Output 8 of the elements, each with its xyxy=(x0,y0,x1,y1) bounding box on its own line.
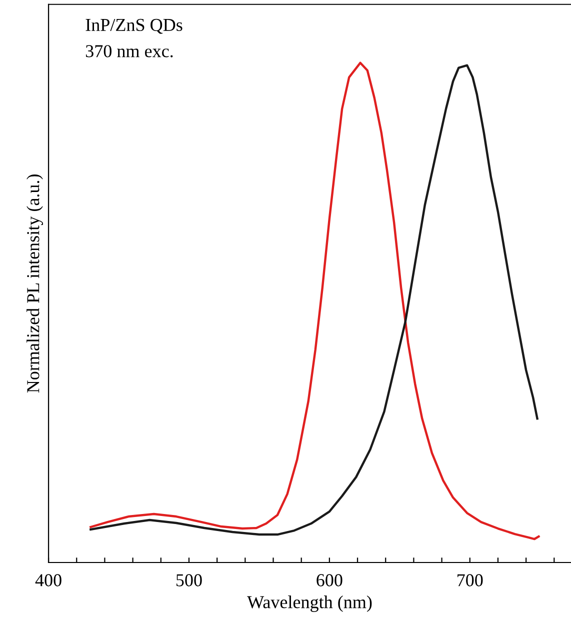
x-axis-title: Wavelength (nm) xyxy=(247,596,372,612)
text: InP/ZnS QDs xyxy=(86,18,182,34)
x-tick-label: 500 xyxy=(176,574,202,586)
x-tick-label: 400 xyxy=(35,574,62,586)
x-tick-label: 600 xyxy=(316,574,342,586)
text: 370 nm exc. xyxy=(86,45,173,58)
x-tick-label: 700 xyxy=(458,574,483,586)
y-axis-title: Normalized PL intensity (a.u.) xyxy=(26,174,43,393)
